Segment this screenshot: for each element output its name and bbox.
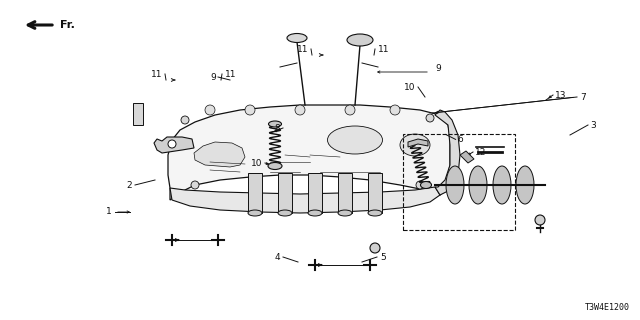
- Text: 12: 12: [475, 148, 486, 156]
- Circle shape: [426, 114, 434, 122]
- Bar: [133, 103, 143, 125]
- Ellipse shape: [493, 166, 511, 204]
- Text: 9: 9: [435, 63, 441, 73]
- Ellipse shape: [268, 163, 282, 170]
- Circle shape: [535, 215, 545, 225]
- Circle shape: [295, 105, 305, 115]
- Text: 10: 10: [403, 83, 415, 92]
- Circle shape: [416, 181, 424, 189]
- Bar: [248, 173, 262, 213]
- Text: Fr.: Fr.: [60, 20, 75, 30]
- Ellipse shape: [308, 210, 322, 216]
- Circle shape: [390, 105, 400, 115]
- Ellipse shape: [278, 210, 292, 216]
- Circle shape: [168, 140, 176, 148]
- Ellipse shape: [328, 126, 383, 154]
- Text: T3W4E1200: T3W4E1200: [585, 303, 630, 312]
- Text: 4: 4: [275, 252, 280, 261]
- Text: 6: 6: [458, 135, 463, 144]
- Polygon shape: [194, 142, 245, 167]
- Ellipse shape: [338, 210, 352, 216]
- Bar: [308, 173, 322, 213]
- Bar: [278, 173, 292, 213]
- Text: 7: 7: [580, 92, 586, 101]
- Ellipse shape: [287, 34, 307, 43]
- Ellipse shape: [400, 134, 430, 156]
- Text: 10: 10: [250, 158, 262, 167]
- Ellipse shape: [420, 181, 431, 188]
- Polygon shape: [168, 105, 450, 200]
- Circle shape: [345, 105, 355, 115]
- Text: 11: 11: [150, 69, 162, 78]
- Ellipse shape: [368, 210, 382, 216]
- Text: 11: 11: [225, 69, 237, 78]
- Polygon shape: [435, 110, 460, 195]
- Text: 3: 3: [590, 121, 596, 130]
- Text: 2: 2: [126, 180, 132, 189]
- Bar: [368, 173, 382, 213]
- Ellipse shape: [269, 121, 282, 127]
- Circle shape: [205, 105, 215, 115]
- Text: 5: 5: [380, 252, 386, 261]
- Text: 9: 9: [211, 73, 216, 82]
- Polygon shape: [170, 187, 440, 213]
- Ellipse shape: [469, 166, 487, 204]
- Circle shape: [181, 116, 189, 124]
- Circle shape: [191, 181, 199, 189]
- Bar: [338, 173, 352, 213]
- Bar: [403, 134, 515, 230]
- Text: 11: 11: [378, 44, 390, 53]
- Ellipse shape: [347, 34, 373, 46]
- Polygon shape: [154, 137, 194, 153]
- Ellipse shape: [248, 210, 262, 216]
- Text: 8: 8: [275, 124, 280, 132]
- Text: 11: 11: [296, 44, 308, 53]
- Circle shape: [370, 243, 380, 253]
- Text: 13: 13: [555, 91, 566, 100]
- Ellipse shape: [516, 166, 534, 204]
- Polygon shape: [460, 151, 474, 163]
- Circle shape: [245, 105, 255, 115]
- Polygon shape: [408, 139, 428, 147]
- Ellipse shape: [446, 166, 464, 204]
- Text: 1: 1: [106, 207, 112, 217]
